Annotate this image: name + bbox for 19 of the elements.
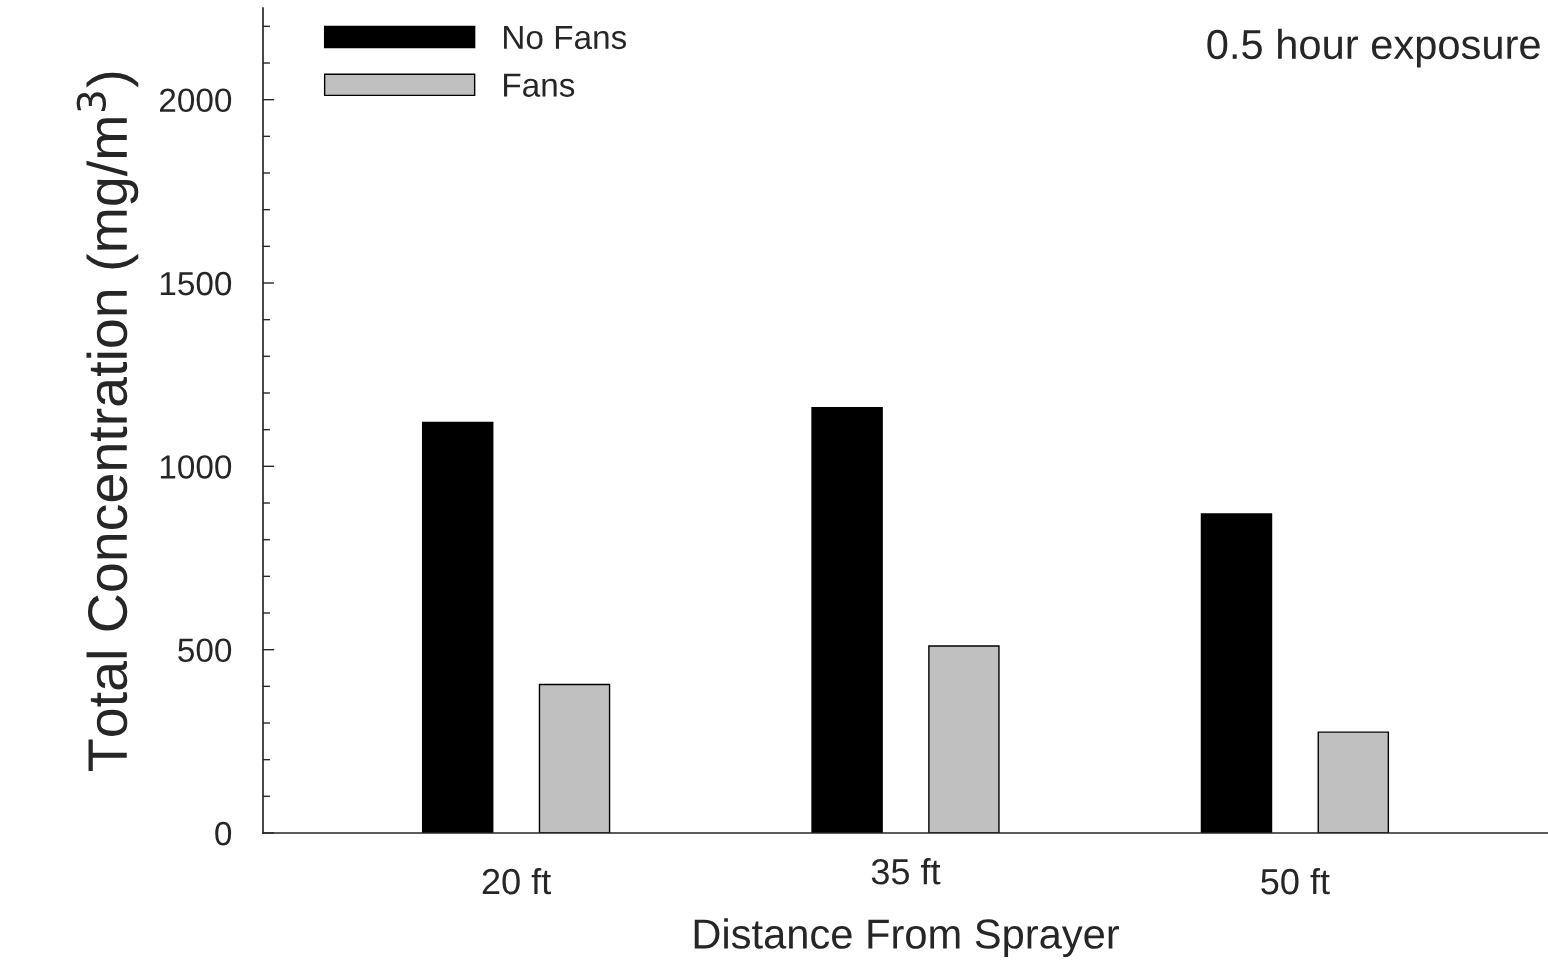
y-axis-title: Total Concentration (mg/m$^{3}$) [76, 72, 139, 771]
x-tick-label: 35 ft [871, 858, 941, 885]
bar [1200, 513, 1273, 833]
bar [811, 406, 883, 833]
bar [1317, 731, 1390, 833]
legend-label: No Fans [504, 25, 627, 50]
x-tick-label: 20 ft [482, 867, 551, 895]
y-tick-label: 2000 [159, 88, 232, 113]
y-tick-label: 1000 [160, 455, 232, 479]
y-tick-label: 0 [215, 821, 232, 846]
x-axis-title: Distance From Sprayer [694, 918, 1119, 958]
annotation: 0.5 hour exposure [1207, 28, 1540, 68]
x-tick-label: 50 ft [1261, 867, 1330, 895]
bar [538, 683, 611, 833]
bar [928, 645, 1000, 833]
bar [421, 421, 494, 833]
y-tick-label: 1500 [160, 271, 232, 296]
legend-label: Fans [504, 73, 575, 97]
y-tick-label: 500 [178, 638, 232, 663]
